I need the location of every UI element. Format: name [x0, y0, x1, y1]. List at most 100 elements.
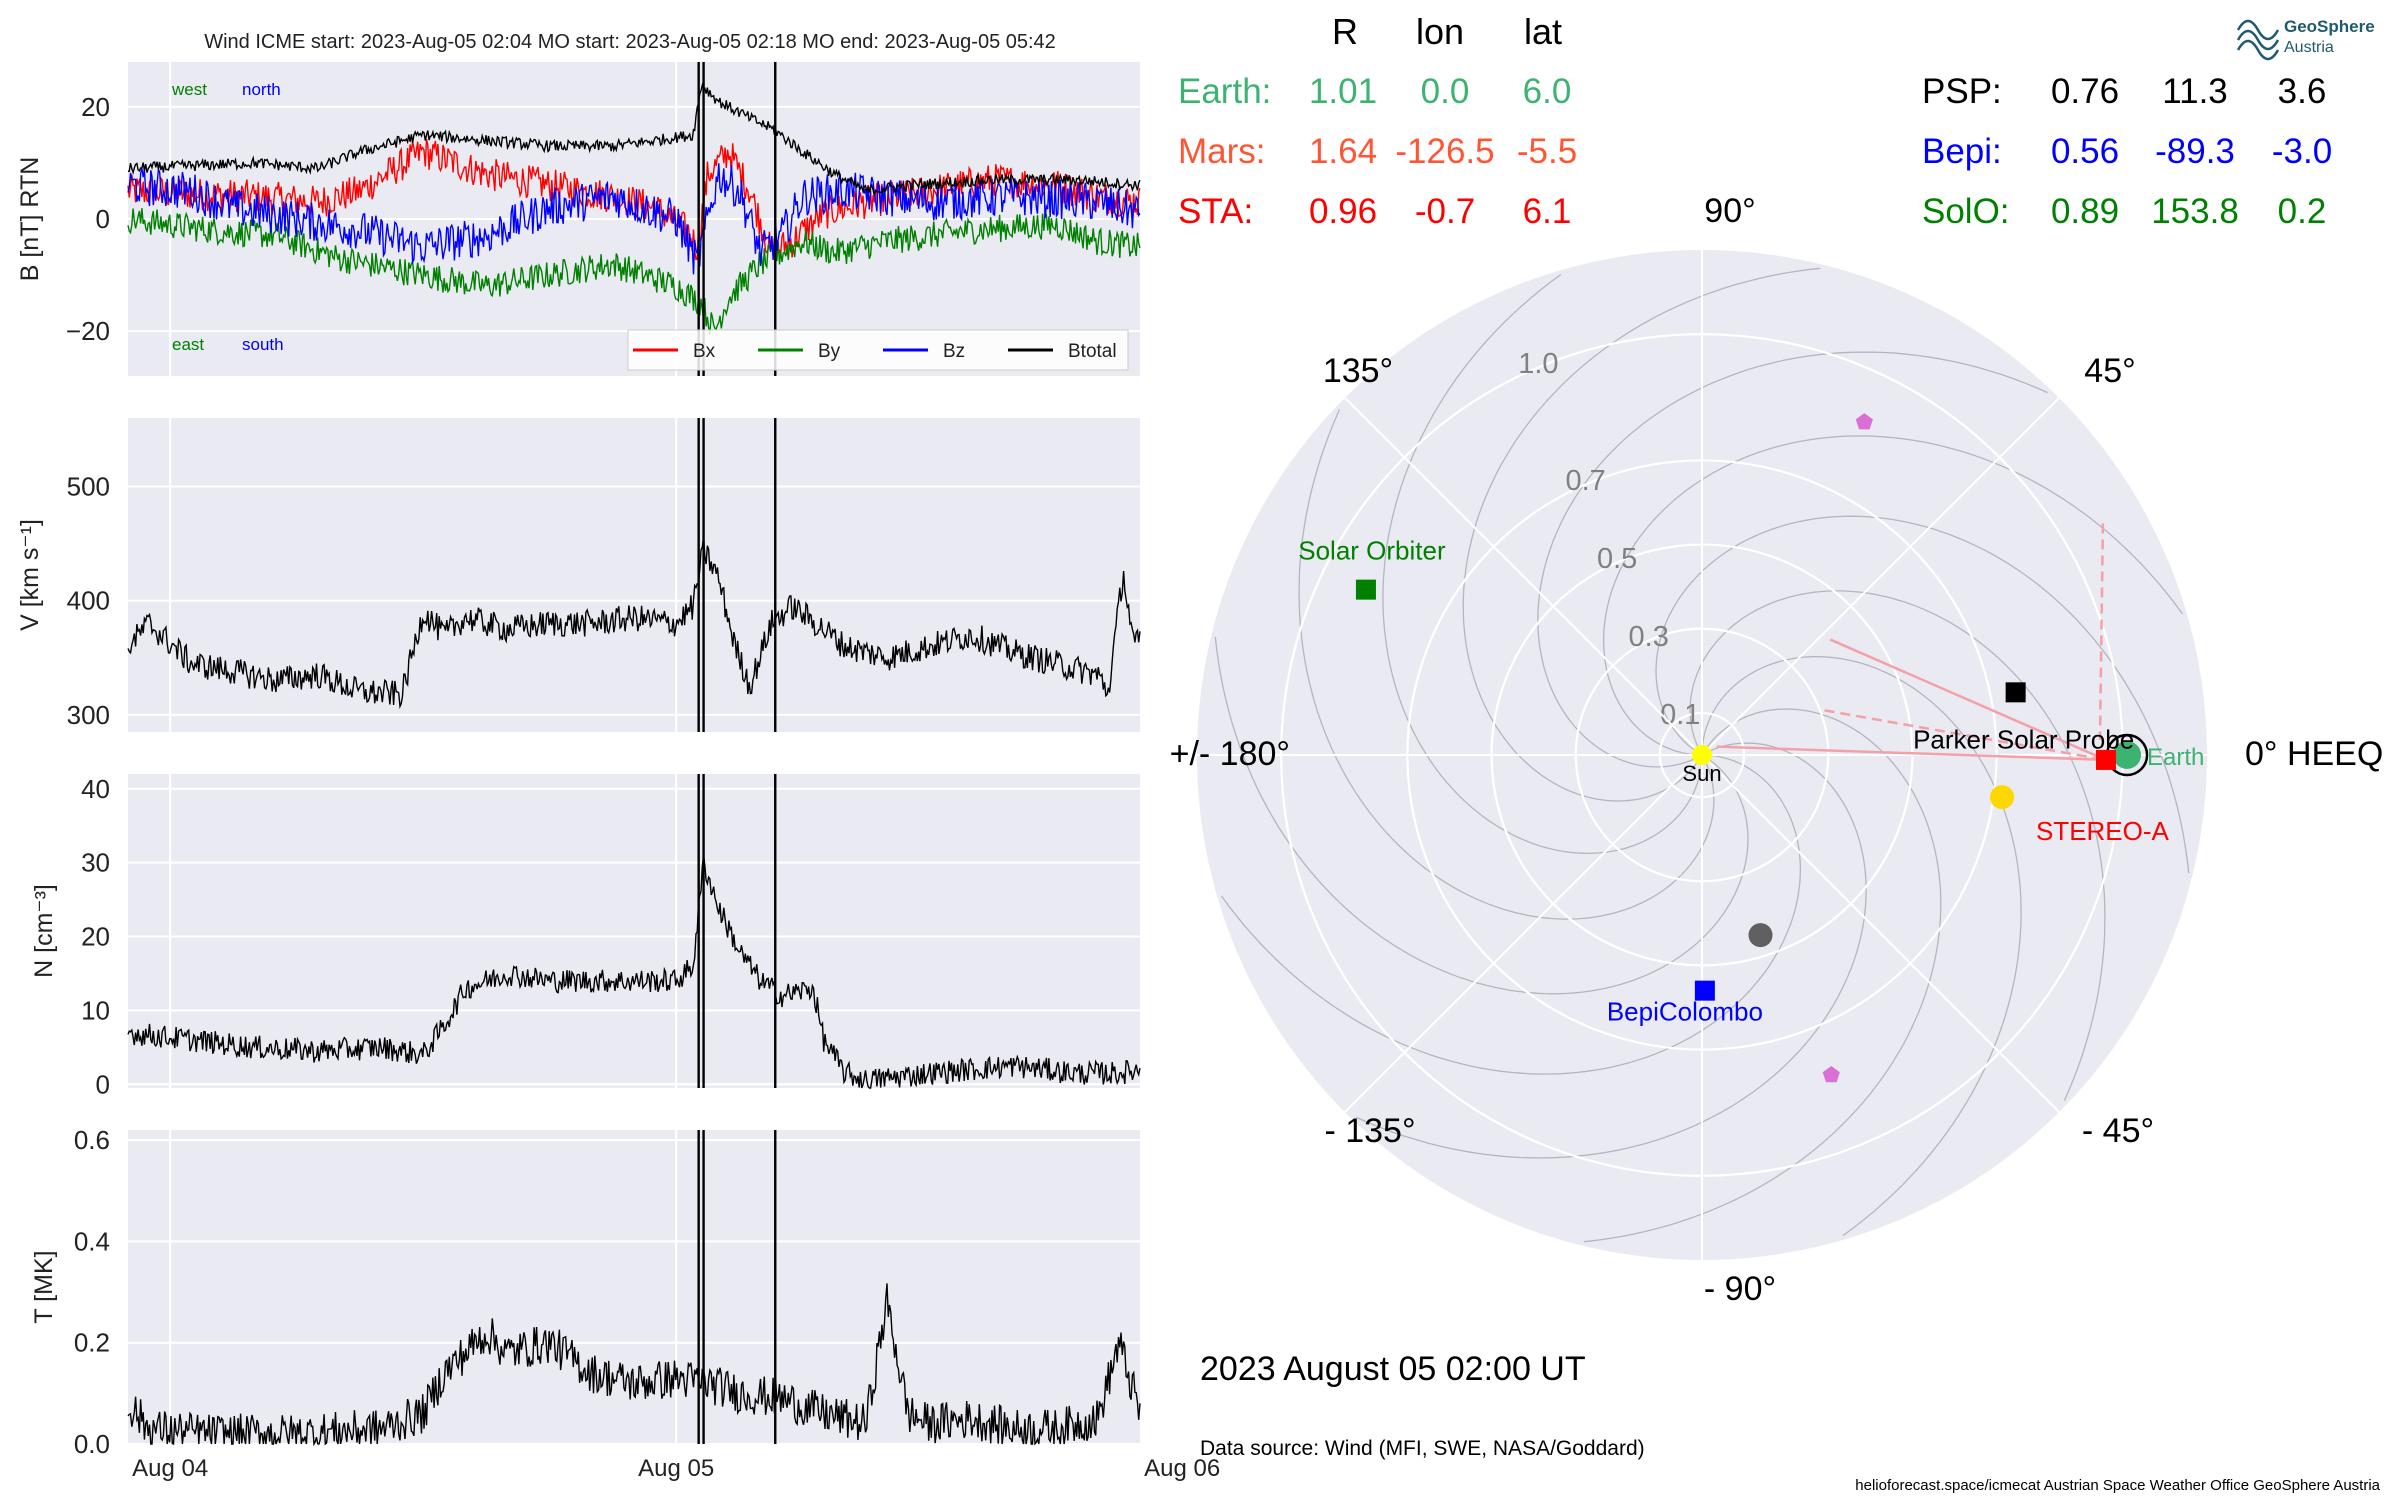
body-bepicolombo-label: BepiColombo: [1607, 997, 1763, 1027]
y-tick-label: −20: [66, 316, 110, 346]
series-line-bz: [127, 163, 1141, 275]
radial-label: 0.5: [1597, 543, 1637, 575]
geosphere-logo: GeoSphere Austria: [2236, 17, 2375, 61]
body-other-marker: [1822, 1066, 1840, 1083]
plot-title: Wind ICME start: 2023-Aug-05 02:04 MO st…: [204, 31, 1056, 53]
table-cell: 0.96: [1309, 192, 1377, 231]
angle-label: 45°: [2084, 352, 2135, 390]
body-stereo-a-marker: [2095, 749, 2116, 770]
table-cell: Mars:: [1178, 132, 1266, 171]
body-earth-marker: [2113, 741, 2142, 769]
y-tick-label: 500: [67, 472, 110, 502]
angle-label: 0° HEEQ: [2245, 735, 2383, 773]
y-tick-label: 30: [81, 848, 110, 878]
table-cell: SolO:: [1922, 192, 2010, 231]
east-label: east: [172, 335, 204, 354]
data-source: Data source: Wind (MFI, SWE, NASA/Goddar…: [1200, 1437, 1645, 1460]
radial-label: 0.3: [1629, 621, 1669, 653]
table-cell: 0.76: [2051, 72, 2119, 111]
table-cell: 1.01: [1309, 72, 1377, 111]
table-header-r: R: [1332, 11, 1358, 52]
table-cell: 0.56: [2051, 132, 2119, 171]
x-axis-ticks: Aug 04 Aug 05 Aug 06: [132, 1455, 1220, 1482]
cme-direction-line: [2098, 523, 2105, 740]
density-ylabel: N [cm⁻³]: [30, 884, 58, 978]
legend-bx: Bx: [693, 341, 716, 362]
y-tick-label: 0.4: [74, 1226, 110, 1256]
table-cell: 0.0: [1421, 72, 1470, 111]
radial-label: 1.0: [1518, 348, 1558, 380]
y-tick-label: 300: [67, 700, 110, 730]
table-cell: -3.0: [2272, 132, 2332, 171]
y-tick-label: 20: [81, 92, 110, 122]
angle-label: - 90°: [1704, 1270, 1776, 1308]
table-cell: 1.64: [1309, 132, 1377, 171]
table-cell: 6.1: [1523, 192, 1572, 231]
logo-icon: [2236, 19, 2280, 61]
table-cell: -5.5: [1517, 132, 1577, 171]
angle-spoke: [1701, 397, 2060, 756]
y-tick-label: 0: [96, 204, 110, 234]
body-juno-marker: [1855, 413, 1873, 430]
body-mercury-marker: [1748, 923, 1773, 948]
logo-line1: GeoSphere: [2284, 17, 2375, 36]
spiral-field-line: [1583, 708, 1942, 1243]
table-cell: STA:: [1178, 192, 1253, 231]
b-field-ylabel: B [nT] RTN: [16, 157, 44, 282]
x-tick-label: Aug 04: [132, 1455, 208, 1482]
body-sun-label: Sun: [1682, 761, 1721, 786]
y-tick-label: 400: [67, 586, 110, 616]
series-line-v: [127, 536, 1141, 710]
table-cell: 0.89: [2051, 192, 2119, 231]
positions-table: R lon lat Earth: 1.01 0.0 6.0 Mars: 1.64 -126.…: [1178, 11, 2332, 231]
body-solar-orbiter-label: Solar Orbiter: [1298, 536, 1446, 566]
density-panel: 0 10 20 30 40 N [cm⁻³]: [30, 774, 1141, 1099]
spiral-field-line: [1655, 515, 2190, 874]
temperature-ylabel: T [MK]: [30, 1250, 58, 1323]
legend-bz: Bz: [943, 341, 965, 362]
panel-background: [128, 418, 1140, 732]
speed-ylabel: V [km s⁻¹]: [16, 519, 44, 631]
y-tick-label: 0.2: [74, 1328, 110, 1358]
spiral-field-line: [1220, 754, 1802, 1075]
table-cell: 0.2: [2278, 192, 2327, 231]
angle-label: - 135°: [1324, 1112, 1415, 1150]
table-header-lat: lat: [1524, 11, 1562, 52]
table-header-lon: lon: [1416, 11, 1464, 52]
cme-direction-line: [1829, 638, 2107, 762]
radial-label: 0.1: [1660, 699, 1700, 731]
angle-spoke: [1701, 754, 2060, 1113]
spiral-field-line: [1701, 655, 2022, 1237]
body-solar-orbiter-marker: [1355, 579, 1376, 600]
y-tick-label: 0.6: [74, 1125, 110, 1155]
angle-spoke: [1344, 754, 1703, 1113]
table-cell: 6.0: [1523, 72, 1572, 111]
footer-credits: helioforecast.space/icmecat Austrian Spa…: [1855, 1477, 2380, 1494]
y-tick-label: 20: [81, 922, 110, 952]
table-cell: -89.3: [2155, 132, 2235, 171]
angle-label: +/- 180°: [1170, 735, 1290, 773]
panel-background: [128, 774, 1140, 1088]
north-label: north: [242, 80, 281, 99]
series-line-n: [127, 855, 1141, 1089]
y-tick-label: 40: [81, 774, 110, 804]
temperature-panel: 0.0 0.2 0.4 0.6 T [MK]: [30, 1125, 1141, 1459]
table-cell: PSP:: [1922, 72, 2002, 111]
spiral-field-line: [1382, 273, 1703, 855]
spiral-field-line: [1689, 590, 2106, 1101]
y-tick-label: 10: [81, 995, 110, 1025]
x-tick-label: Aug 06: [1144, 1455, 1220, 1482]
body-venus-marker: [1990, 785, 2015, 810]
date-label: 2023 August 05 02:00 UT: [1200, 1350, 1586, 1388]
logo-line2: Austria: [2284, 39, 2334, 56]
cme-direction-line: [1716, 745, 2107, 762]
table-cell: 11.3: [2162, 72, 2228, 111]
table-cell: 153.8: [2151, 192, 2239, 231]
series-line-by: [127, 208, 1141, 336]
series-line-btotal: [127, 82, 1141, 196]
radial-label: 0.7: [1565, 465, 1605, 497]
spiral-field-line: [1462, 267, 1821, 802]
magnetic-field-panel: −20 0 20 B [nT] RTN: [16, 62, 1141, 376]
angle-spoke: [1344, 397, 1703, 756]
series-line-t: [127, 1283, 1141, 1447]
